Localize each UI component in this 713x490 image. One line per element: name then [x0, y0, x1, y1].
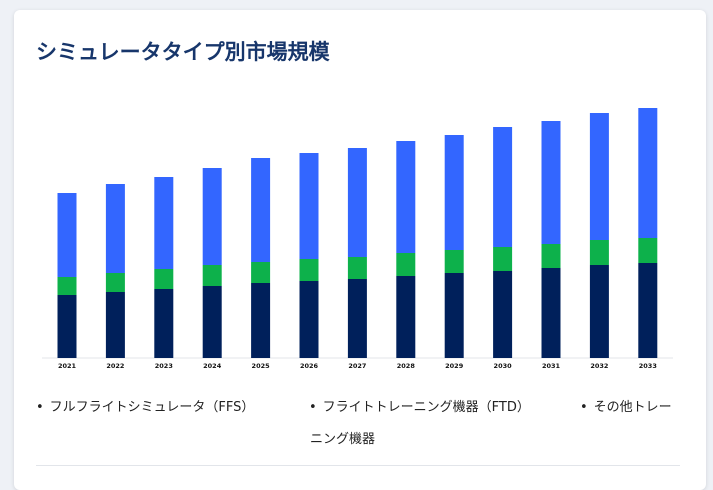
x-tick-label: 2031	[542, 362, 561, 370]
bar-segment-2028-s2[interactable]	[396, 141, 416, 253]
legend-label-ftd: フライトトレーニング機器（FTD）	[322, 400, 530, 415]
bar-segment-2033-s2[interactable]	[638, 108, 658, 238]
x-tick-label: 2030	[494, 362, 513, 370]
bar-segment-2033-s0[interactable]	[638, 263, 658, 358]
bar-segment-2027-s1[interactable]	[347, 257, 367, 279]
bar-segment-2029-s0[interactable]	[444, 273, 464, 358]
bar-segment-2029-s2[interactable]	[444, 135, 464, 250]
bar-segment-2032-s1[interactable]	[589, 240, 609, 265]
bars-group	[57, 108, 658, 358]
bar-segment-2030-s2[interactable]	[493, 127, 513, 247]
bar-segment-2026-s0[interactable]	[299, 281, 319, 358]
bar-segment-2029-s1[interactable]	[444, 250, 464, 273]
legend-item-other-wrap: ニング機器	[310, 428, 375, 447]
bar-segment-2032-s0[interactable]	[589, 265, 609, 358]
bar-segment-2026-s2[interactable]	[299, 153, 319, 259]
bar-segment-2028-s0[interactable]	[396, 276, 416, 358]
x-tick-label: 2033	[639, 362, 657, 370]
bar-segment-2023-s2[interactable]	[154, 177, 174, 269]
legend-label-ffs: フルフライトシミュレータ（FFS）	[49, 400, 255, 415]
bar-segment-2028-s1[interactable]	[396, 253, 416, 276]
bar-segment-2030-s1[interactable]	[493, 247, 513, 271]
x-tick-label: 2025	[252, 362, 271, 370]
bar-segment-2021-s1[interactable]	[57, 277, 77, 295]
bar-segment-2025-s0[interactable]	[251, 283, 271, 358]
legend-item-ftd[interactable]: • フライトトレーニング機器（FTD）	[309, 396, 530, 415]
bar-segment-2032-s2[interactable]	[589, 113, 609, 240]
bar-segment-2025-s2[interactable]	[251, 158, 271, 262]
x-tick-labels: 2021 2022 2023 2024 2025 2026 2027 2028 2029 2030…	[58, 362, 657, 370]
x-tick-label: 2029	[445, 362, 464, 370]
bar-segment-2021-s0[interactable]	[57, 295, 77, 358]
bar-segment-2021-s2[interactable]	[57, 193, 77, 277]
bar-segment-2024-s2[interactable]	[202, 168, 222, 265]
divider	[36, 465, 680, 466]
bar-segment-2033-s1[interactable]	[638, 238, 658, 263]
legend-item-other[interactable]: • その他トレー	[580, 396, 672, 415]
bar-segment-2030-s0[interactable]	[493, 271, 513, 358]
bar-segment-2022-s2[interactable]	[105, 184, 125, 273]
bar-segment-2023-s0[interactable]	[154, 289, 174, 358]
bar-segment-2024-s1[interactable]	[202, 265, 222, 286]
legend-bullet-icon: •	[580, 400, 588, 415]
bar-segment-2026-s1[interactable]	[299, 259, 319, 281]
x-tick-label: 2021	[58, 362, 77, 370]
bar-segment-2031-s2[interactable]	[541, 121, 561, 244]
bar-segment-2031-s0[interactable]	[541, 268, 561, 358]
bar-segment-2025-s1[interactable]	[251, 262, 271, 283]
legend-bullet-icon: •	[36, 400, 44, 415]
x-tick-label: 2022	[106, 362, 124, 370]
legend-label-other-line2: ニング機器	[310, 432, 376, 447]
x-tick-label: 2028	[397, 362, 416, 370]
x-tick-label: 2026	[300, 362, 319, 370]
bar-segment-2023-s1[interactable]	[154, 269, 174, 289]
bar-segment-2027-s2[interactable]	[347, 148, 367, 257]
x-tick-label: 2023	[155, 362, 173, 370]
stacked-bar-chart: 2021 2022 2023 2024 2025 2026 2027 2028 2029 2030…	[42, 108, 673, 370]
bar-segment-2022-s1[interactable]	[105, 273, 125, 292]
bar-segment-2024-s0[interactable]	[202, 286, 222, 358]
bar-segment-2027-s0[interactable]	[347, 279, 367, 358]
legend-bullet-icon: •	[309, 400, 317, 415]
bar-segment-2031-s1[interactable]	[541, 244, 561, 268]
x-tick-label: 2032	[590, 362, 608, 370]
bar-segment-2022-s0[interactable]	[105, 292, 125, 358]
legend-item-ffs[interactable]: • フルフライトシミュレータ（FFS）	[36, 396, 254, 415]
legend-label-other-line1: その他トレー	[593, 400, 672, 415]
x-tick-label: 2027	[348, 362, 366, 370]
x-tick-label: 2024	[203, 362, 222, 370]
chart-title: シミュレータタイプ別市場規模	[36, 40, 330, 64]
